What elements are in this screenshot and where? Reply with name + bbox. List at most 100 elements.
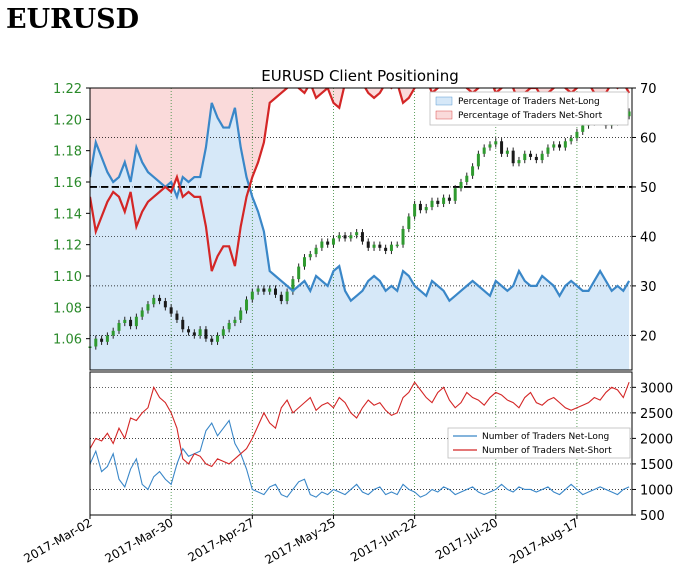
price-candle-body xyxy=(250,291,254,300)
count-net-long-line xyxy=(90,419,630,498)
price-candle-body xyxy=(256,288,260,292)
price-candle-body xyxy=(401,229,405,245)
legend-label-net-short: Percentage of Traders Net-Short xyxy=(458,111,603,121)
price-candle-body xyxy=(285,291,289,302)
price-candle-body xyxy=(494,141,498,145)
price-candle-body xyxy=(372,244,376,248)
price-tick-label: 1.20 xyxy=(53,113,82,128)
price-candle-body xyxy=(302,257,306,267)
price-candle-body xyxy=(233,319,237,323)
x-tick-label: 2017-Aug-17 xyxy=(507,515,581,566)
price-candle-body xyxy=(158,297,162,302)
price-candle-body xyxy=(245,299,249,311)
price-tick-label: 1.16 xyxy=(53,176,82,191)
price-tick-label: 1.12 xyxy=(53,239,82,254)
price-candle-body xyxy=(337,235,341,239)
x-tick-label: 2017-Apr-27 xyxy=(186,515,257,564)
price-candle-body xyxy=(187,329,191,333)
price-candle-body xyxy=(140,310,144,317)
price-candle-body xyxy=(540,153,544,161)
count-tick-label: 1500 xyxy=(640,458,673,473)
price-candle-body xyxy=(343,235,347,239)
x-axis: 2017-Mar-02 2017-Mar-30 2017-Apr-27 2017-Ma… xyxy=(21,515,581,567)
price-candle-body xyxy=(297,266,301,280)
count-tick-label: 500 xyxy=(640,509,665,524)
price-candle-body xyxy=(407,216,411,229)
price-candle-body xyxy=(100,338,104,342)
price-candle-body xyxy=(152,297,156,305)
price-candle-body xyxy=(279,294,283,302)
page-title: EURUSD xyxy=(6,4,140,35)
upper-legend: Percentage of Traders Net-Long Percentage… xyxy=(429,91,629,126)
upper-panel: 1.06 1.08 1.10 1.12 1.14 1.16 1.18 1.20 1.22 20 30… xyxy=(53,82,657,371)
price-tick-label: 1.14 xyxy=(53,207,82,222)
price-candle-body xyxy=(558,144,562,148)
count-tick-label: 3000 xyxy=(640,381,673,396)
pct-tick-label: 60 xyxy=(640,131,657,146)
price-candle-body xyxy=(134,316,138,327)
price-candle-body xyxy=(94,338,98,347)
chart-title: EURUSD Client Positioning xyxy=(261,67,459,85)
price-tick-label: 1.08 xyxy=(53,301,82,316)
price-candle-body xyxy=(389,244,393,251)
price-candle-body xyxy=(192,332,196,336)
price-candle-body xyxy=(395,244,399,247)
price-candle-body xyxy=(430,200,434,208)
x-tick-label: 2017-Jun-22 xyxy=(348,515,419,564)
price-candle-body xyxy=(511,150,515,164)
price-tick-label: 1.06 xyxy=(53,333,82,348)
price-candle-body xyxy=(105,335,109,342)
price-tick-label: 1.10 xyxy=(53,270,82,285)
price-candle-body xyxy=(552,144,556,148)
price-candle-body xyxy=(262,288,266,292)
price-candle-body xyxy=(442,197,446,204)
x-tick-label: 2017-Jul-20 xyxy=(433,515,500,562)
legend-label-count-long: Number of Traders Net-Long xyxy=(482,432,609,442)
pct-tick-label: 20 xyxy=(640,329,657,344)
price-candle-body xyxy=(546,147,550,154)
price-candle-body xyxy=(517,160,521,164)
price-candle-body xyxy=(575,131,579,139)
price-candle-body xyxy=(569,138,573,142)
lower-frame xyxy=(89,371,633,516)
legend-swatch-net-short xyxy=(435,110,453,120)
price-candle-body xyxy=(129,319,133,327)
count-tick-label: 1000 xyxy=(640,483,673,498)
price-candle-body xyxy=(169,307,173,314)
price-candle-body xyxy=(204,329,208,339)
price-candle-body xyxy=(198,329,202,336)
price-candle-body xyxy=(314,247,318,255)
price-candle-body xyxy=(413,203,417,217)
price-candle-body xyxy=(523,153,527,161)
upper-frame xyxy=(89,87,633,371)
upper-legend-box xyxy=(429,91,629,126)
price-candle-body xyxy=(291,279,295,292)
price-candle-body xyxy=(529,153,533,157)
pct-tick-label: 30 xyxy=(640,280,657,295)
legend-label-count-short: Number of Traders Net-Short xyxy=(482,446,612,456)
price-candle-body xyxy=(355,232,359,236)
count-tick-label: 2500 xyxy=(640,407,673,422)
lower-panel: 500 1000 1500 2000 2500 3000 Number of Traders… xyxy=(89,371,673,524)
price-candle-body xyxy=(500,141,504,154)
price-candle-body xyxy=(123,319,127,323)
price-candle-body xyxy=(459,182,463,189)
price-candle-body xyxy=(488,144,492,148)
price-candle-body xyxy=(117,323,121,331)
price-candle-body xyxy=(471,166,475,176)
price-candle-body xyxy=(627,111,631,117)
price-candle-body xyxy=(175,313,179,320)
lower-legend: Number of Traders Net-Long Number of Trad… xyxy=(447,427,631,459)
count-net-short-line xyxy=(90,381,630,468)
price-candle-body xyxy=(505,150,509,154)
price-candle-body xyxy=(181,319,185,330)
price-candle-body xyxy=(146,304,150,311)
price-candle-body xyxy=(216,335,220,342)
price-candle-body xyxy=(534,156,538,161)
lower-legend-box xyxy=(447,427,631,459)
price-candle-body xyxy=(163,301,167,308)
price-candle-body xyxy=(239,310,243,320)
price-candle-body xyxy=(227,323,231,330)
price-candle-body xyxy=(308,254,312,258)
